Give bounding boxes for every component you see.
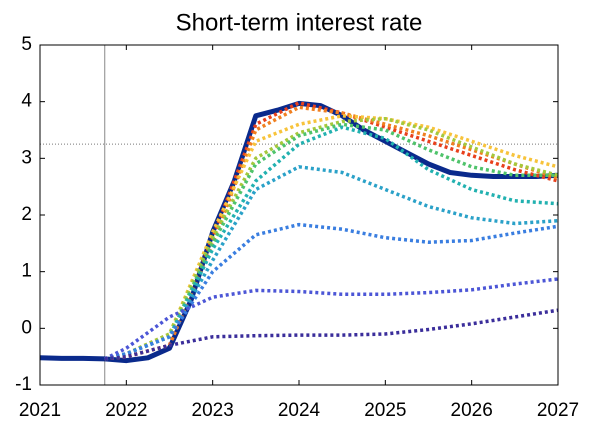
y-tick-label: 1	[21, 261, 32, 282]
axes-box	[39, 44, 559, 386]
y-tick-label: 4	[21, 91, 32, 112]
x-tick-label: 2027	[537, 400, 579, 421]
series-line	[104, 105, 559, 361]
series-line	[104, 308, 559, 361]
series-line	[104, 116, 559, 361]
x-tick-label: 2023	[192, 400, 234, 421]
chart-title: Short-term interest rate	[176, 9, 423, 36]
x-tick-label: 2021	[19, 400, 61, 421]
x-tick-label: 2024	[278, 400, 321, 421]
x-tick-label: 2022	[105, 400, 147, 421]
series-line	[104, 277, 559, 361]
series-line	[104, 101, 559, 361]
y-tick-label: 3	[21, 147, 32, 168]
y-tick-label: 5	[21, 34, 32, 55]
y-tick-label: 2	[21, 204, 32, 225]
series-line	[104, 222, 559, 361]
x-tick-label: 2025	[364, 400, 406, 421]
x-tick-label: 2026	[451, 400, 493, 421]
y-tick-label: 0	[21, 317, 32, 338]
y-tick-label: -1	[15, 374, 32, 395]
series-line	[39, 100, 559, 364]
